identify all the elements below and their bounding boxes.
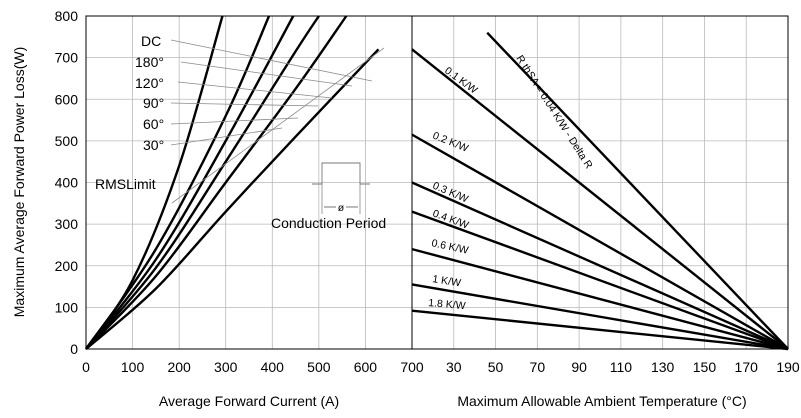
left-x-tick-label: 200 [167,359,191,375]
left-x-tick-label: 700 [400,359,424,375]
left-x-tick-label: 500 [307,359,331,375]
conduction-period-icon: ø [312,162,370,214]
right-x-tick-label: 150 [693,359,717,375]
y-tick-label: 500 [55,133,79,149]
leader-120 [177,81,333,99]
right-x-ticks: 30 50 70 90 110 130 150 170 190 [446,359,800,375]
leader-180 [180,61,353,87]
left-curve [85,48,380,350]
y-tick-label: 800 [55,8,79,24]
right-line [486,31,789,350]
right-x-tick-label: 190 [776,359,800,375]
left-curves [85,15,380,350]
y-tick-label: 400 [55,175,79,191]
left-x-tick-label: 0 [82,359,90,375]
label-0-6: 0.6 K/W [430,237,469,257]
leader-60 [170,117,299,125]
right-line [411,133,789,351]
label-1-8: 1.8 K/W [428,297,466,312]
label-30: 30° [143,137,164,153]
leader-rms [171,47,385,204]
label-0-3: 0.3 K/W [431,180,470,206]
plot-frame [85,15,789,350]
label-60: 60° [143,116,164,132]
right-line [411,309,789,351]
leader-dc [170,39,373,82]
right-x-tick-label: 110 [610,359,633,375]
y-tick-label: 600 [55,91,79,107]
right-line [411,210,789,351]
y-axis-label: Maximum Average Forward Power Loss(W) [11,47,27,317]
label-90: 90° [143,95,164,111]
label-0-4: 0.4 K/W [431,208,470,232]
right-line [411,48,789,350]
label-120: 120° [135,75,164,91]
label-0-2: 0.2 K/W [431,130,470,155]
left-x-tick-label: 100 [121,359,145,375]
right-curves [411,31,789,351]
right-line [411,181,789,351]
left-x-axis-label: Average Forward Current (A) [159,393,339,409]
right-line [411,283,789,351]
label-conduction-period: Conduction Period [271,215,386,231]
label-dc: DC [141,33,161,49]
left-x-tick-label: 600 [354,359,378,375]
left-curve [85,15,295,350]
label-1: 1 K/W [432,273,462,289]
right-x-tick-label: 70 [530,359,546,375]
y-ticks: 0 100 200 300 400 500 600 700 800 [55,8,79,357]
left-x-ticks: 0 100 200 300 400 500 600 700 [82,359,424,375]
leader-30 [170,127,283,146]
left-curve [85,15,224,350]
y-tick-label: 100 [55,299,79,315]
right-x-tick-label: 90 [571,359,587,375]
y-tick-label: 300 [55,216,79,232]
right-x-tick-label: 30 [446,359,462,375]
right-x-tick-label: 170 [735,359,759,375]
right-x-axis-label: Maximum Allowable Ambient Temperature (°… [457,393,746,409]
right-line [411,247,789,351]
label-0-1: 0.1 K/W [442,65,479,97]
left-x-tick-label: 400 [261,359,285,375]
right-x-tick-label: 50 [488,359,504,375]
y-tick-label: 700 [55,50,79,66]
label-180: 180° [135,54,164,70]
label-rms-limit: RMSLimit [95,176,156,192]
leader-90 [170,102,319,107]
right-x-tick-label: 130 [651,359,675,375]
left-curve [85,15,348,350]
left-x-tick-label: 300 [214,359,238,375]
label-rthsa: R thSA = 0.04 K/W - Delta R [513,53,595,171]
y-tick-label: 0 [70,341,78,357]
y-tick-label: 200 [55,258,79,274]
left-annotations: DC 180° 120° 90° 60° 30° RMSLimit ø Cond… [95,33,386,231]
conduction-angle-symbol: ø [338,202,345,214]
